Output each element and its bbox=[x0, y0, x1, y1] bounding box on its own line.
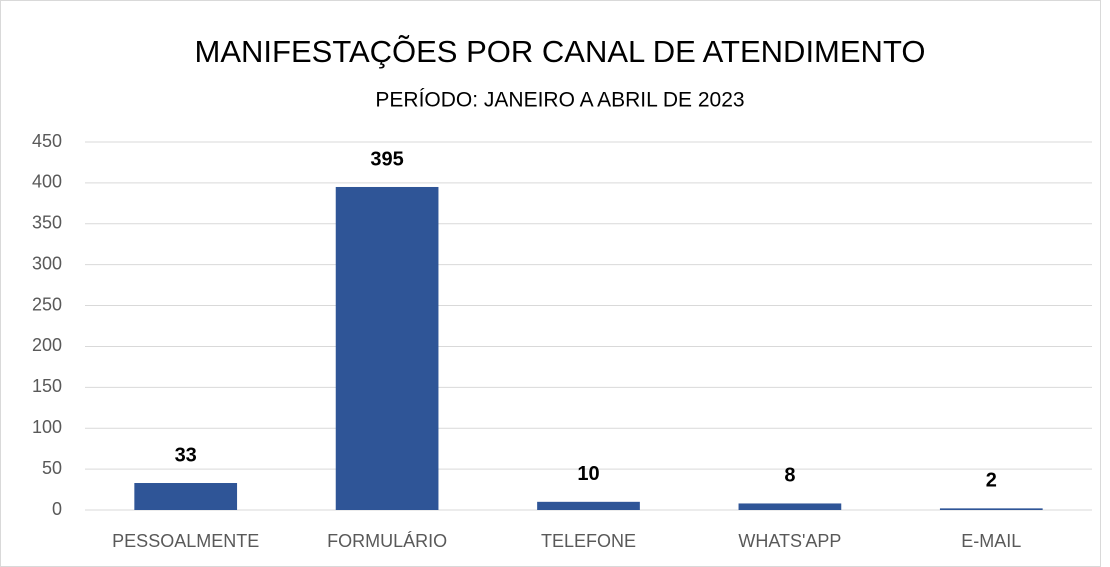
bar bbox=[939, 508, 1043, 510]
x-tick-label: E-MAIL bbox=[961, 531, 1021, 551]
y-tick-label: 50 bbox=[42, 458, 62, 478]
y-tick-label: 150 bbox=[32, 376, 62, 396]
y-tick-label: 250 bbox=[32, 294, 62, 314]
data-label: 2 bbox=[986, 470, 997, 492]
y-tick-label: 0 bbox=[52, 499, 62, 519]
data-label: 8 bbox=[784, 465, 795, 487]
y-tick-label: 350 bbox=[32, 213, 62, 233]
y-tick-label: 100 bbox=[32, 417, 62, 437]
y-tick-label: 400 bbox=[32, 172, 62, 192]
data-label: 33 bbox=[175, 444, 197, 466]
x-tick-label: WHATS'APP bbox=[738, 531, 841, 551]
y-tick-label: 200 bbox=[32, 335, 62, 355]
x-tick-label: PESSOALMENTE bbox=[112, 531, 259, 551]
data-label: 10 bbox=[577, 463, 599, 485]
y-tick-label: 300 bbox=[32, 253, 62, 273]
x-tick-label: TELEFONE bbox=[541, 531, 636, 551]
chart-subtitle: PERÍODO: JANEIRO A ABRIL DE 2023 bbox=[375, 89, 744, 112]
bar bbox=[335, 186, 439, 510]
y-tick-label: 450 bbox=[32, 131, 62, 151]
bar bbox=[134, 483, 238, 510]
chart-title: MANIFESTAÇÕES POR CANAL DE ATENDIMENTO bbox=[195, 34, 926, 69]
bar bbox=[738, 503, 842, 510]
x-tick-label: FORMULÁRIO bbox=[327, 531, 447, 551]
data-label: 395 bbox=[370, 148, 403, 170]
bar bbox=[537, 501, 640, 510]
